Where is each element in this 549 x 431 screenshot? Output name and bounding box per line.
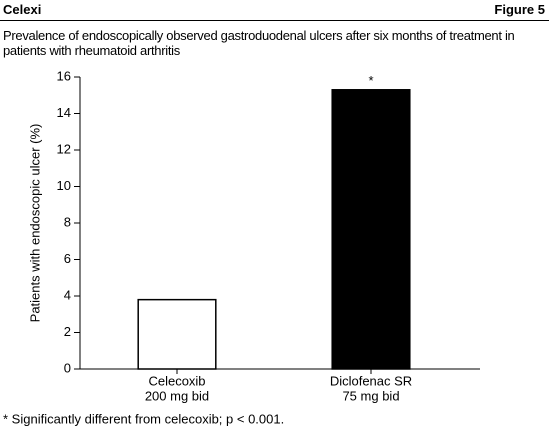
chart-title: Prevalence of endoscopically observed ga…: [3, 28, 515, 58]
y-tick-label: 14: [57, 105, 71, 120]
y-tick-label: 12: [57, 141, 71, 156]
x-tick-label: Celecoxib: [148, 373, 205, 388]
y-tick-label: 2: [64, 324, 71, 339]
y-tick-label: 0: [64, 360, 71, 375]
y-tick-label: 8: [64, 214, 71, 229]
x-tick-label: 75 mg bid: [342, 388, 399, 403]
y-tick-label: 16: [57, 68, 71, 83]
y-tick-label: 6: [64, 251, 71, 266]
y-tick-label: 10: [57, 178, 71, 193]
bar: [331, 89, 411, 370]
header-left: Celexi: [3, 2, 42, 17]
x-tick-label: Diclofenac SR: [330, 373, 412, 388]
header-right: Figure 5: [494, 2, 545, 17]
y-tick-label: 4: [64, 287, 71, 302]
bar: [137, 298, 217, 370]
x-tick-label: 200 mg bid: [145, 388, 209, 403]
footnote: * Significantly different from celecoxib…: [3, 411, 284, 426]
y-axis-label: Patients with endoscopic ulcer (%): [27, 124, 42, 323]
header-rule: [0, 20, 549, 21]
bar-annotation: *: [368, 73, 373, 88]
